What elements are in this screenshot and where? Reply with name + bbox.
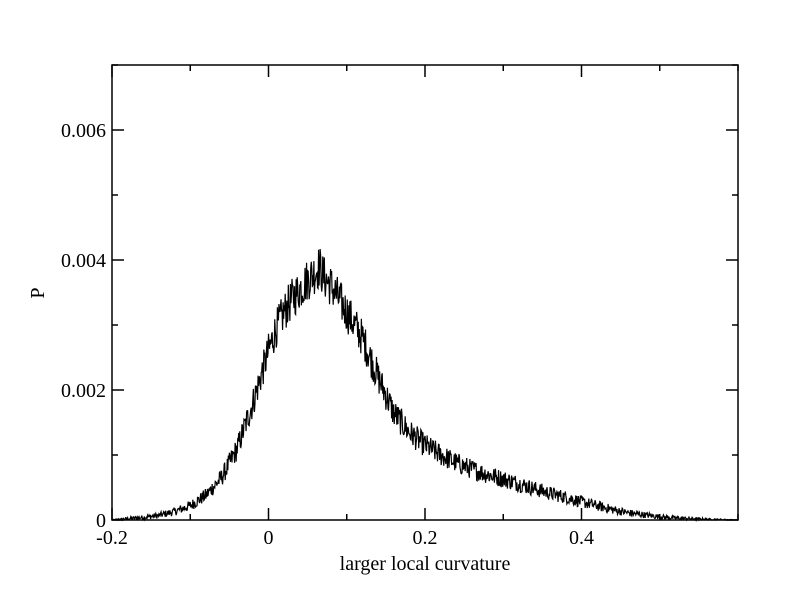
- x-tick-label: 0.4: [569, 527, 594, 549]
- y-tick-label: 0.004: [61, 250, 106, 272]
- y-tick-label: 0.002: [61, 380, 106, 402]
- x-axis-label: larger local curvature: [340, 553, 511, 575]
- x-tick-label: -0.2: [96, 527, 128, 549]
- y-axis-label: P: [27, 287, 49, 298]
- y-tick-label: 0.006: [61, 120, 106, 142]
- plot-frame: [111, 64, 739, 521]
- y-tick-label: 0: [96, 510, 106, 532]
- x-tick-label: 0: [264, 527, 274, 549]
- series-line: [112, 248, 738, 522]
- x-tick-label: 0.2: [413, 527, 438, 549]
